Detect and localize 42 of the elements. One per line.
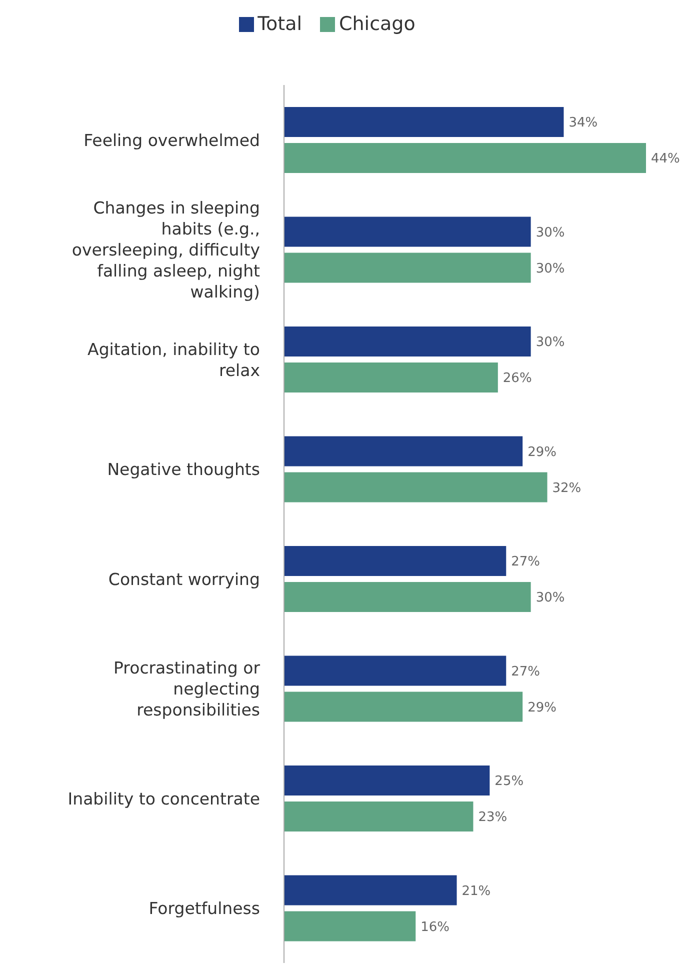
- y-tick-label: Feeling overwhelmed: [84, 130, 260, 150]
- data-label: 27%: [511, 664, 540, 680]
- data-label: 30%: [536, 225, 565, 240]
- bar: [284, 326, 531, 356]
- data-label: 29%: [528, 444, 556, 460]
- legend-label: Chicago: [338, 13, 416, 35]
- y-tick-label: Negative thoughts: [107, 460, 260, 479]
- data-label: 34%: [568, 116, 598, 131]
- bar: [284, 911, 416, 942]
- bar: [284, 875, 457, 906]
- data-label: 30%: [536, 590, 565, 606]
- data-label: 27%: [511, 554, 540, 570]
- bar: [284, 802, 474, 832]
- bar: [284, 546, 506, 576]
- y-tick-label: Changes in sleeping habits (e.g., oversleeping, difficulty falling asleep, night walking): [72, 198, 261, 302]
- bar: [284, 472, 548, 502]
- data-label: 25%: [494, 774, 524, 790]
- bar: [284, 582, 531, 612]
- y-tick-label: Constant worrying: [108, 569, 260, 588]
- bar: [284, 362, 498, 392]
- data-label: 44%: [651, 152, 680, 167]
- y-tick-label: Inability to concentrate: [68, 788, 260, 808]
- data-label: 32%: [552, 480, 582, 496]
- bar: [284, 656, 506, 686]
- bar: [284, 216, 531, 247]
- bar: [284, 436, 523, 466]
- data-label: 29%: [528, 700, 556, 716]
- data-label: 23%: [478, 810, 508, 826]
- data-label: 21%: [462, 884, 491, 899]
- data-label: 16%: [420, 920, 450, 935]
- bar: [284, 107, 564, 137]
- bar: [284, 692, 523, 722]
- y-tick-label: Forgetfulness: [148, 898, 260, 918]
- data-label: 30%: [536, 335, 565, 350]
- legend-label: Total: [256, 13, 302, 35]
- bar: [284, 252, 531, 283]
- y-tick-label: Agitation, inability to relax: [88, 339, 260, 380]
- bar: [284, 143, 646, 173]
- data-label: 30%: [536, 261, 565, 276]
- data-label: 26%: [502, 371, 532, 386]
- y-tick-label: Procrastinating or neglecting responsibilities: [114, 658, 260, 720]
- bar: [284, 766, 490, 796]
